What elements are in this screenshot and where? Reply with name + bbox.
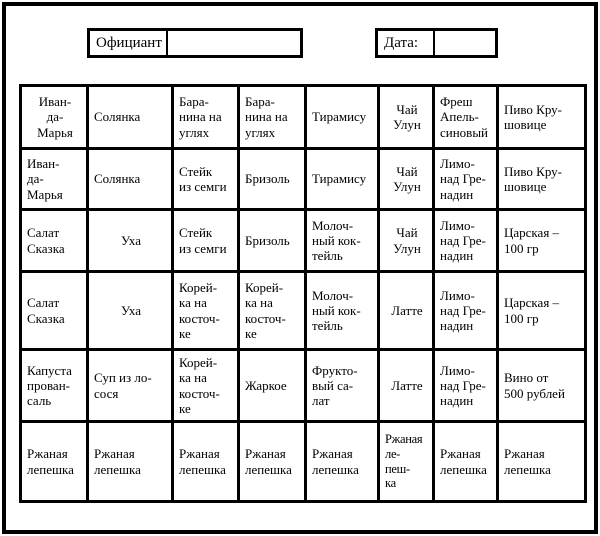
menu-cell: Ржаная лепешка: [237, 420, 307, 503]
menu-cell: Салат Сказка: [19, 208, 89, 273]
date-input[interactable]: [435, 31, 495, 55]
menu-cell: Бара- нина на углях: [171, 84, 240, 150]
menu-cell: Ржаная лепешка: [19, 420, 89, 503]
menu-row: Иван- да- Марья Солянка Стейк из семги Бриз…: [19, 147, 587, 211]
waiter-input[interactable]: [168, 31, 300, 55]
menu-cell: Молоч- ный кок- тейль: [304, 270, 380, 351]
menu-cell: Латте: [377, 348, 435, 423]
menu-cell: Тирамису: [304, 147, 380, 211]
menu-cell: Лимо- над Гре- надин: [432, 208, 499, 273]
menu-cell: Ржаная лепешка: [171, 420, 240, 503]
menu-cell: Жаркое: [237, 348, 307, 423]
menu-cell: Салат Сказка: [19, 270, 89, 351]
menu-cell: Царская – 100 гр: [496, 270, 587, 351]
menu-cell: Ржаная лепешка: [496, 420, 587, 503]
menu-cell: Фрукто- вый са- лат: [304, 348, 380, 423]
menu-cell: Бризоль: [237, 208, 307, 273]
menu-row: Капуста прован- саль Суп из ло- сося Корей…: [19, 348, 587, 423]
menu-cell: Солянка: [86, 84, 174, 150]
menu-cell: Вино от 500 рублей: [496, 348, 587, 423]
menu-cell: Лимо- над Гре- надин: [432, 147, 499, 211]
menu-cell: Ржаная лепешка: [304, 420, 380, 503]
date-label: Дата:: [378, 31, 435, 55]
menu-cell: Лимо- над Гре- надин: [432, 348, 499, 423]
menu-cell: Молоч- ный кок- тейль: [304, 208, 380, 273]
menu-cell: Латте: [377, 270, 435, 351]
menu-row: Ржаная лепешка Ржаная лепешка Ржаная лепеш…: [19, 420, 587, 503]
menu-cell: Чай Улун: [377, 84, 435, 150]
menu-row: Салат Сказка Уха Корей- ка на косточ- ке Ко…: [19, 270, 587, 351]
menu-cell: Чай Улун: [377, 147, 435, 211]
menu-cell: Уха: [86, 208, 174, 273]
menu-cell: Стейк из семги: [171, 147, 240, 211]
menu-row: Иван- да- Марья Солянка Бара- нина на угля…: [19, 84, 587, 150]
menu-cell: Пиво Кру- шовице: [496, 84, 587, 150]
menu-cell: Ржаная лепешка: [86, 420, 174, 503]
menu-cell: Солянка: [86, 147, 174, 211]
menu-cell: Чай Улун: [377, 208, 435, 273]
menu-row: Салат Сказка Уха Стейк из семги Бризоль Моло…: [19, 208, 587, 273]
menu-cell: Пиво Кру- шовице: [496, 147, 587, 211]
menu-cell: Фреш Апель- синовый: [432, 84, 499, 150]
menu-cell: Бризоль: [237, 147, 307, 211]
waiter-label: Официант: [90, 31, 168, 55]
menu-cell: Царская – 100 гр: [496, 208, 587, 273]
menu-cell: Корей- ка на косточ- ке: [171, 348, 240, 423]
menu-cell: Капуста прован- саль: [19, 348, 89, 423]
menu-cell: Иван- да- Марья: [19, 147, 89, 211]
waiter-field: Официант: [87, 28, 303, 58]
menu-cell: Ржаная ле- пеш- ка: [377, 420, 435, 503]
menu-cell: Иван- да- Марья: [19, 84, 89, 150]
menu-cell: Ржаная лепешка: [432, 420, 499, 503]
menu-cell: Тирамису: [304, 84, 380, 150]
menu-table-body: Иван- да- Марья Солянка Бара- нина на угля…: [19, 84, 587, 503]
date-field: Дата:: [375, 28, 498, 58]
menu-cell: Корей- ка на косточ- ке: [237, 270, 307, 351]
menu-cell: Стейк из семги: [171, 208, 240, 273]
menu-cell: Суп из ло- сося: [86, 348, 174, 423]
menu-cell: Бара- нина на углях: [237, 84, 307, 150]
menu-cell: Лимо- над Гре- надин: [432, 270, 499, 351]
menu-cell: Корей- ка на косточ- ке: [171, 270, 240, 351]
menu-table: Иван- да- Марья Солянка Бара- нина на угля…: [19, 84, 587, 503]
menu-cell: Уха: [86, 270, 174, 351]
